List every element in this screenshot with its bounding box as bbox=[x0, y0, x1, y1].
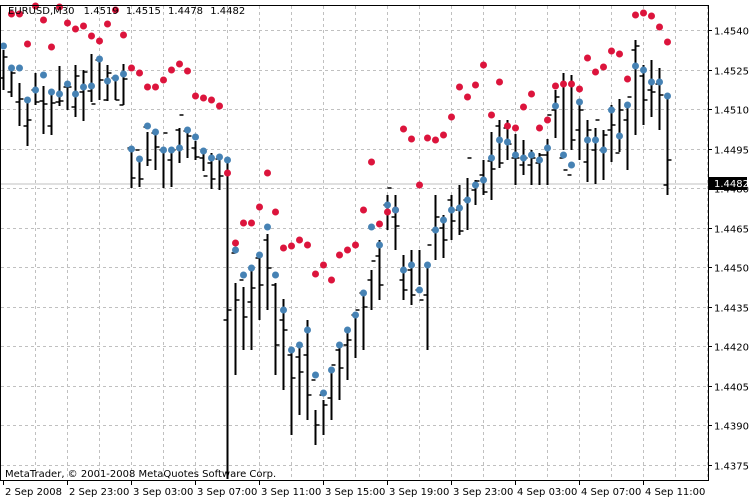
symbol-timeframe: EURUSD,M30 bbox=[8, 6, 74, 17]
price-tick-label: 1.4540 bbox=[714, 27, 749, 38]
price-tick-label: 1.4495 bbox=[714, 146, 749, 157]
price-tick-label: 1.4525 bbox=[714, 67, 749, 78]
time-tick-label: 3 Sep 03:00 bbox=[133, 487, 193, 498]
ohlc-high: 1.4515 bbox=[126, 6, 161, 17]
symbol-label: EURUSD,M30 1.4519 1.4515 1.4478 1.4482 bbox=[8, 6, 245, 17]
current-price-label: 1.4482 bbox=[709, 177, 749, 190]
time-tick-label: 3 Sep 23:00 bbox=[453, 487, 513, 498]
price-axis[interactable]: 1.45401.45251.45101.44951.44801.44651.44… bbox=[708, 27, 749, 473]
time-axis[interactable]: 2 Sep 2008 2 Sep 23:00 3 Sep 03:00 3 Sep 07… bbox=[3, 480, 706, 498]
time-tick-label: 4 Sep 07:00 bbox=[581, 487, 641, 498]
price-tick-label: 1.4435 bbox=[714, 304, 749, 315]
price-tick-label: 1.4405 bbox=[714, 383, 749, 394]
price-tick-label: 1.4510 bbox=[714, 106, 749, 117]
price-tick-label: 1.4375 bbox=[714, 462, 749, 473]
price-tick-label: 1.4465 bbox=[714, 225, 749, 236]
time-tick-label: 4 Sep 03:00 bbox=[517, 487, 577, 498]
price-tick-label: 1.4390 bbox=[714, 422, 749, 433]
copyright-text: MetaTrader, © 2001-2008 MetaQuotes Softw… bbox=[5, 469, 276, 480]
time-tick-label: 3 Sep 15:00 bbox=[325, 487, 385, 498]
upper-dots bbox=[8, 2, 671, 284]
time-tick-label: 3 Sep 07:00 bbox=[197, 487, 257, 498]
time-tick-label: 3 Sep 19:00 bbox=[389, 487, 449, 498]
ohlc-close: 1.4482 bbox=[210, 6, 245, 17]
time-tick-label: 2 Sep 2008 bbox=[5, 487, 62, 498]
ohlc-low: 1.4478 bbox=[168, 6, 203, 17]
current-price-value: 1.4482 bbox=[714, 179, 749, 190]
lower-dots bbox=[0, 42, 671, 397]
time-tick-label: 2 Sep 23:00 bbox=[69, 487, 129, 498]
time-tick-label: 4 Sep 11:00 bbox=[645, 487, 705, 498]
price-tick-label: 1.4450 bbox=[714, 264, 749, 275]
price-tick-label: 1.4420 bbox=[714, 343, 749, 354]
ohlc-open: 1.4519 bbox=[84, 6, 119, 17]
time-tick-label: 3 Sep 11:00 bbox=[261, 487, 321, 498]
ohlc-bars bbox=[0, 40, 672, 479]
